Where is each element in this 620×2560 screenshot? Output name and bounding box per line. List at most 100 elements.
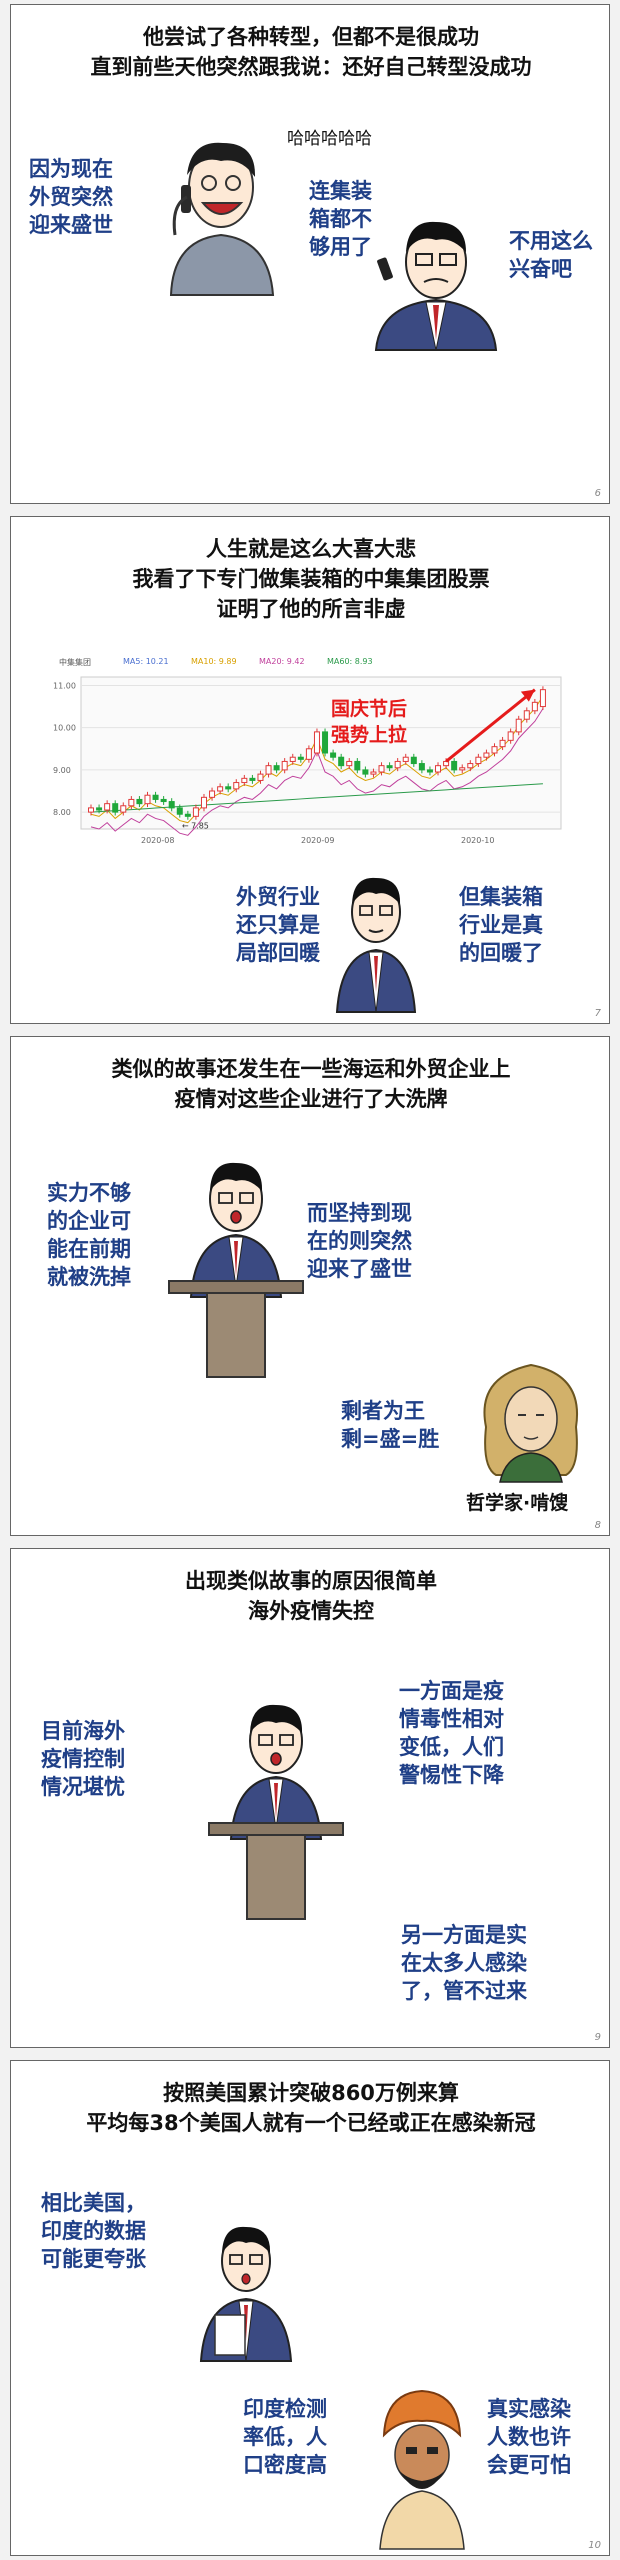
- candle: [394, 760, 401, 769]
- candle: [378, 765, 385, 773]
- candle: [531, 701, 538, 712]
- comic-panel-10: 按照美国累计突破860万例来算 平均每38个美国人就有一个已经或正在感染新冠 相…: [10, 2060, 610, 2556]
- businessman-illustration: [335, 877, 417, 1013]
- x-tick-label: 2020-10: [461, 836, 494, 845]
- candle: [289, 756, 296, 762]
- candle: [362, 769, 369, 775]
- panel-title-line-2: 平均每38个美国人就有一个已经或正在感染新冠: [86, 2111, 536, 2135]
- candle: [120, 805, 127, 813]
- stock-chart: 中集集团 MA5: 10.21 MA10: 9.89 MA20: 9.42 MA…: [51, 655, 571, 855]
- panel-title-line-1: 他尝试了各种转型，但都不是很成功: [143, 25, 479, 49]
- panel-title-line-3: 证明了他的所言非虚: [216, 597, 406, 621]
- candle: [249, 777, 256, 781]
- panel-number: 9: [594, 2032, 601, 2043]
- candle: [459, 767, 466, 771]
- candle: [483, 752, 490, 758]
- candle: [257, 773, 264, 781]
- panel-title-line-1: 出现类似故事的原因很简单: [185, 1569, 437, 1593]
- x-tick-label: 2020-09: [301, 836, 334, 845]
- candle: [435, 765, 442, 773]
- comic-panel-7: 人生就是这么大喜大悲 我看了下专门做集装箱的中集集团股票 证明了他的所言非虚 中…: [10, 516, 610, 1024]
- candle: [104, 803, 111, 811]
- candle: [265, 765, 272, 775]
- candle: [475, 756, 482, 765]
- candle: [330, 752, 337, 758]
- panel-number: 6: [594, 488, 601, 499]
- panel-number: 8: [594, 1520, 601, 1531]
- candle: [144, 794, 151, 805]
- panel-title-line-2: 我看了下专门做集装箱的中集集团股票: [132, 567, 490, 591]
- candle: [313, 731, 320, 754]
- candle: [225, 786, 232, 790]
- candle: [168, 801, 175, 809]
- right-speech-text: 但集装箱 行业是真 的回暖了: [459, 885, 543, 965]
- candle: [386, 765, 393, 769]
- comic-panel-9: 出现类似故事的原因很简单 海外疫情失控 目前海外 疫情控制 情况堪忧 一方面是疫…: [10, 1548, 610, 2048]
- candle: [539, 689, 546, 708]
- panel-number: 10: [588, 2540, 601, 2551]
- businessman-with-paper-illustration: [199, 2226, 293, 2362]
- plot-area: [80, 676, 562, 830]
- man-in-turban-illustration: [379, 2389, 465, 2550]
- right-speech-text: 真实感染 人数也许 会更可怕: [487, 2397, 571, 2477]
- candle: [426, 769, 433, 773]
- candle: [322, 731, 329, 754]
- candle: [402, 756, 409, 762]
- candle: [128, 798, 135, 807]
- panel-title-line-2: 海外疫情失控: [248, 1599, 374, 1623]
- x-tick-label: 2020-08: [141, 836, 174, 845]
- candle: [370, 771, 377, 775]
- philosopher-caption: 哲学家·啃馊: [466, 1492, 569, 1514]
- candlestick-plot: 11.00 10.00 9.00 8.00 2020-08 2020-09 2020-10 ←…: [53, 676, 562, 845]
- candle: [467, 763, 474, 769]
- left-speech-text: 目前海外 疫情控制 情况堪忧: [41, 1719, 125, 1799]
- candle: [176, 807, 183, 815]
- candle: [160, 798, 167, 803]
- left-speech-text: 外贸行业 还只算是 局部回暖: [236, 885, 320, 965]
- businessman-at-podium-illustration: [168, 1162, 304, 1378]
- panel-title-line-2: 直到前些天他突然跟我说：还好自己转型没成功: [90, 55, 532, 79]
- candle: [136, 798, 143, 805]
- candle: [217, 786, 224, 792]
- candle: [346, 760, 353, 767]
- candle: [112, 803, 119, 813]
- candle: [152, 794, 159, 800]
- businessman-at-podium-illustration: [208, 1704, 344, 1920]
- candle: [354, 760, 361, 771]
- right-speech-text: 一方面是疫 情毒性相对 变低，人们 警惕性下降: [399, 1679, 504, 1787]
- panel-title-line-1: 类似的故事还发生在一些海运和外贸企业上: [111, 1057, 511, 1081]
- chart-annotation-line-2: 强势上拉: [331, 724, 408, 746]
- chart-annotation-line-1: 国庆节后: [331, 698, 408, 720]
- candle: [184, 813, 191, 817]
- laughing-man-on-phone-illustration: [169, 142, 275, 296]
- min-price-label: ← 7.85: [182, 821, 209, 830]
- y-tick-label: 9.00: [53, 766, 71, 775]
- panel-title-line-1: 人生就是这么大喜大悲: [206, 537, 416, 561]
- philosopher-portrait-illustration: [483, 1363, 578, 1483]
- bottom-speech-text: 剩者为王 剩=盛=胜: [341, 1399, 440, 1451]
- candle: [273, 765, 280, 771]
- candle: [418, 763, 425, 771]
- candle: [507, 731, 514, 741]
- right-speech-text: 而坚持到现 在的则突然 迎来了盛世: [307, 1201, 412, 1281]
- candle: [499, 739, 506, 748]
- candle: [200, 796, 207, 809]
- left-speech-text: 相比美国， 印度的数据 可能更夸张: [41, 2191, 146, 2271]
- candle: [523, 710, 530, 720]
- bottom-speech-text: 另一方面是实 在太多人感染 了，管不过来: [401, 1923, 527, 2003]
- trend-arrow-head: [520, 689, 535, 702]
- candle: [241, 777, 248, 784]
- candle: [305, 748, 312, 760]
- candle: [281, 760, 288, 771]
- trend-arrow: [445, 688, 536, 763]
- left-speech-text: 因为现在 外贸突然 迎来盛世: [29, 157, 113, 237]
- candle: [338, 756, 345, 767]
- right-speech-text: 不用这么 兴奋吧: [509, 229, 593, 281]
- laugh-text: 哈哈哈哈哈: [287, 129, 372, 149]
- candle: [515, 718, 522, 733]
- candle: [297, 756, 304, 760]
- businessman-with-phone-illustration: [374, 221, 498, 351]
- middle-speech-text: 印度检测 率低，人 口密度高: [243, 2397, 327, 2477]
- candle: [233, 782, 240, 790]
- candle: [192, 807, 199, 817]
